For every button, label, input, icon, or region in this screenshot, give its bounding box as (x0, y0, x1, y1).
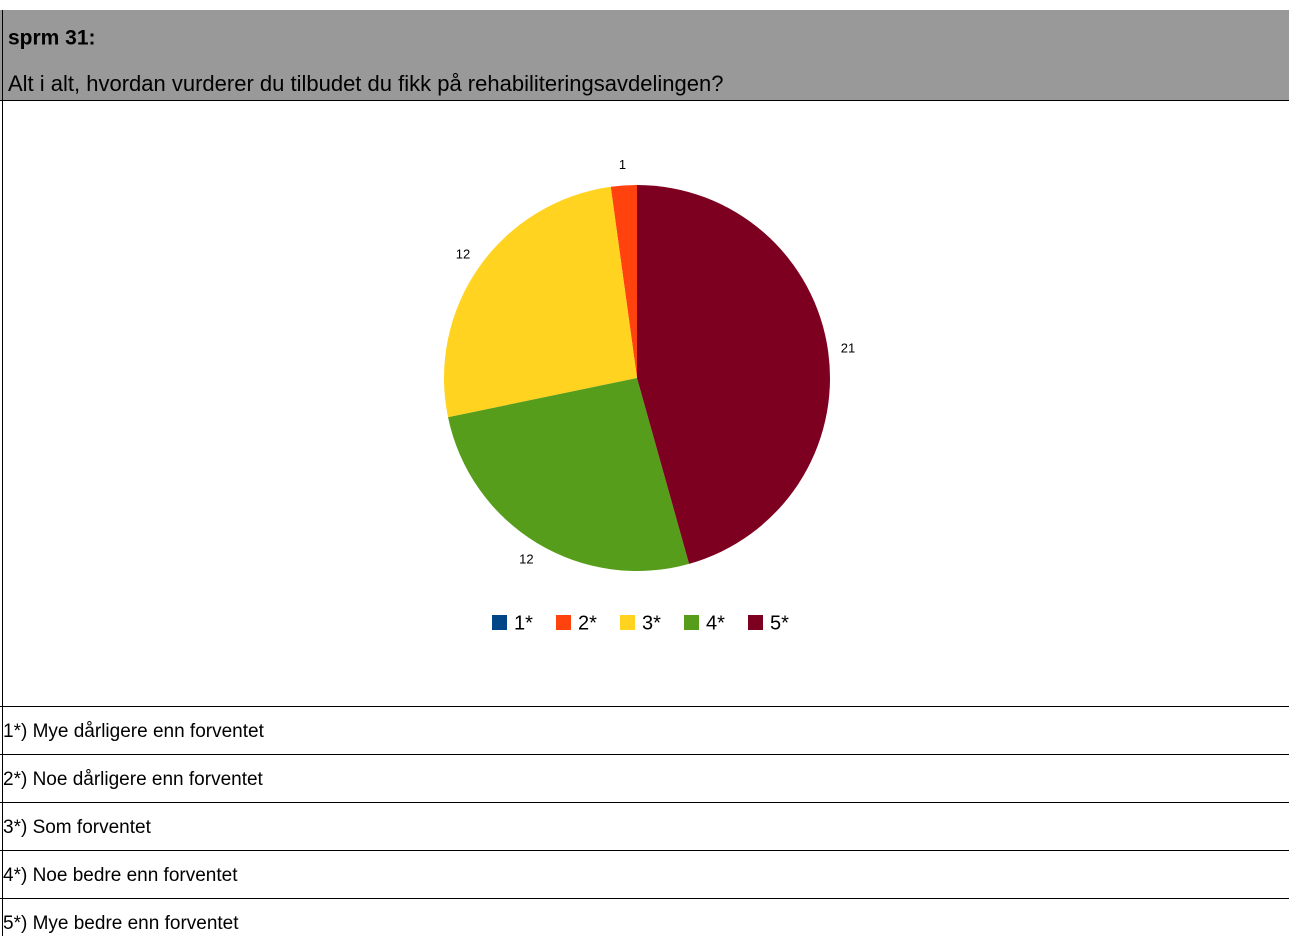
legend-label: 4* (706, 612, 725, 634)
slice-label: 12 (519, 551, 533, 566)
pie-slice (610, 185, 637, 378)
legend-label: 2* (578, 612, 597, 634)
legend-swatch (748, 615, 763, 630)
row-text: 4*) Noe bedre enn forventet (3, 865, 238, 886)
slice-label: 21 (841, 340, 855, 355)
pie-slice (444, 186, 637, 418)
slice-label: 12 (456, 247, 470, 262)
legend-label: 5* (770, 612, 789, 634)
pie-chart: 1 12 12 21 1* 2* 3* 4* 5* (444, 157, 855, 634)
legend-label: 1* (514, 612, 533, 634)
pie-slice (637, 185, 830, 564)
legend-label: 3* (642, 612, 661, 634)
row-text: 5*) Mye bedre enn forventet (3, 913, 239, 934)
legend-swatch (492, 615, 507, 630)
legend-swatch (620, 615, 635, 630)
pie-slice (448, 378, 690, 571)
definition-rows: 1*) Mye dårligere enn forventet 2*) Noe d… (0, 706, 1289, 934)
header-band (0, 10, 1289, 100)
legend-swatch (556, 615, 571, 630)
row-text: 2*) Noe dårligere enn forventet (3, 769, 264, 790)
row-text: 3*) Som forventet (3, 817, 152, 838)
legend-swatch (684, 615, 699, 630)
question-number: sprm 31: (8, 27, 96, 50)
question-text: Alt i alt, hvordan vurderer du tilbudet … (8, 71, 723, 96)
slice-label: 1 (619, 157, 626, 172)
row-text: 1*) Mye dårligere enn forventet (3, 721, 265, 742)
